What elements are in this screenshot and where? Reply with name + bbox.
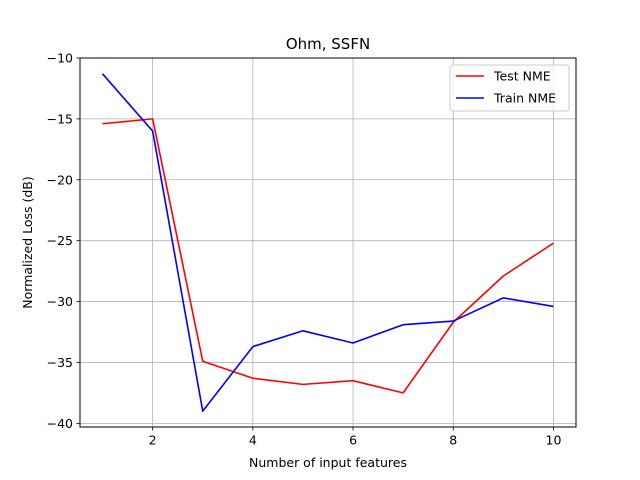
legend-label-test-nme: Test NME [493, 69, 551, 84]
chart-title: Ohm, SSFN [286, 35, 370, 53]
x-axis-label: Number of input features [249, 455, 407, 470]
y-tick-label: −10 [47, 51, 73, 66]
plot-area-frame [79, 57, 577, 428]
series-layer [101, 73, 554, 412]
y-tick-label: −25 [47, 233, 73, 248]
x-tick-label: 4 [249, 433, 257, 448]
x-tick-label: 10 [546, 433, 562, 448]
y-axis-label: Normalized Loss (dB) [20, 176, 35, 309]
legend: Test NME Train NME [449, 64, 570, 112]
x-tick-label: 8 [449, 433, 457, 448]
y-tick-label: −20 [47, 172, 73, 187]
legend-label-train-nme: Train NME [493, 91, 556, 106]
x-tick-label: 2 [149, 433, 157, 448]
x-tick-label: 6 [349, 433, 357, 448]
grid [80, 57, 576, 427]
ticks: 2 4 6 8 10 −40 −35 −30 −25 −20 −15 −10 [47, 51, 562, 448]
y-tick-label: −30 [47, 294, 73, 309]
y-tick-label: −15 [47, 111, 73, 126]
y-tick-label: −40 [47, 416, 73, 431]
y-tick-label: −35 [47, 355, 73, 370]
series-line-test-nme [102, 118, 554, 394]
series-line-train-nme [101, 73, 554, 412]
